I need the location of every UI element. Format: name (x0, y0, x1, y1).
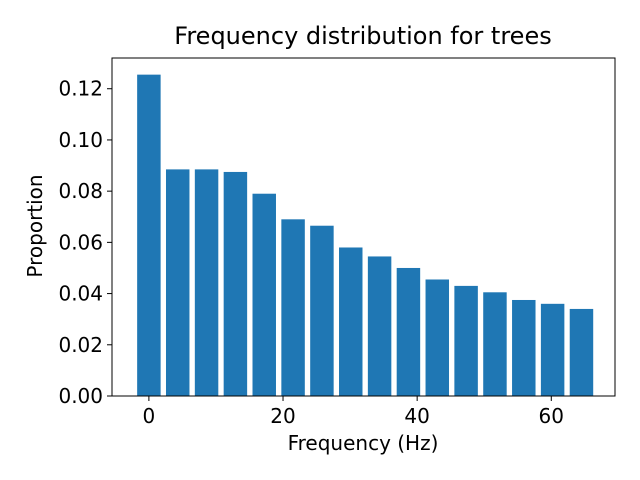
bars-group (137, 74, 594, 397)
bar (540, 303, 565, 396)
x-axis-label: Frequency (Hz) (288, 431, 439, 455)
bar (483, 292, 507, 396)
chart-title: Frequency distribution for trees (174, 22, 551, 50)
x-axis-ticks: 0 20 40 60 (143, 396, 564, 428)
bar (281, 219, 305, 396)
y-tick-label: 0.02 (58, 333, 103, 357)
y-tick-label: 0.08 (58, 179, 103, 203)
bar (310, 225, 334, 396)
bar (396, 267, 421, 396)
y-tick-label: 0.06 (58, 230, 103, 254)
bar (137, 74, 161, 397)
bar (454, 285, 478, 396)
x-tick-label: 40 (404, 404, 429, 428)
bar (569, 308, 594, 396)
x-tick-label: 20 (270, 404, 295, 428)
bar (223, 171, 248, 396)
bar (339, 247, 363, 396)
x-tick-label: 60 (539, 404, 564, 428)
y-tick-label: 0.04 (58, 282, 103, 306)
bar (252, 193, 276, 396)
bar (425, 279, 450, 396)
y-axis-label: Proportion (23, 174, 47, 277)
bar (367, 256, 392, 396)
plot-area-frame (111, 57, 616, 397)
bar (165, 169, 190, 396)
y-tick-label: 0.10 (58, 128, 103, 152)
y-tick-label: 0.12 (58, 77, 103, 101)
x-tick-label: 0 (143, 404, 156, 428)
bar (194, 169, 219, 396)
y-tick-label: 0.00 (58, 384, 103, 408)
bar (512, 299, 536, 396)
y-axis-ticks: 0.00 0.02 0.04 0.06 0.08 0.10 0.12 (58, 77, 112, 408)
